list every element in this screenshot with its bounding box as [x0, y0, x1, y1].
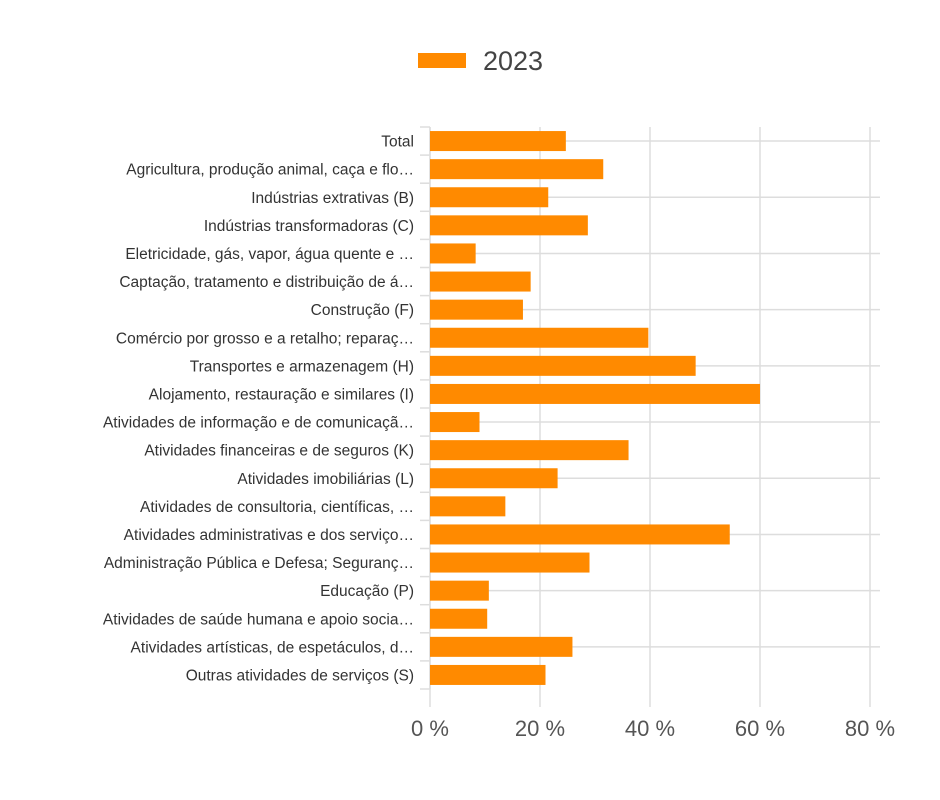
category-label: Atividades financeiras e de seguros (K) [144, 443, 414, 460]
bar[interactable] [430, 524, 730, 545]
category-label: Atividades de saúde humana e apoio socia… [103, 611, 414, 628]
category-label: Outras atividades de serviços (S) [186, 667, 414, 684]
bar[interactable] [430, 355, 696, 376]
x-tick-label: 20 % [515, 716, 565, 741]
bar[interactable] [430, 159, 604, 180]
bar[interactable] [430, 552, 590, 573]
category-labels: Total Agricultura, produção animal, caça … [103, 134, 414, 685]
bars [430, 131, 760, 685]
bar[interactable] [430, 412, 480, 433]
bar[interactable] [430, 440, 629, 461]
category-label: Indústrias extrativas (B) [251, 190, 414, 207]
category-label: Educação (P) [320, 583, 414, 600]
x-tick-label: 0 % [411, 716, 449, 741]
bar[interactable] [430, 243, 476, 264]
bar[interactable] [430, 299, 523, 320]
category-label: Total [381, 134, 414, 151]
category-label: Atividades de consultoria, científicas, … [140, 499, 414, 516]
category-label: Indústrias transformadoras (C) [204, 218, 414, 235]
category-label: Administração Pública e Defesa; Seguranç… [104, 555, 414, 572]
category-label: Eletricidade, gás, vapor, água quente e … [125, 246, 414, 263]
category-label: Atividades de informação e de comunicaçã… [103, 415, 414, 432]
bar[interactable] [430, 580, 489, 601]
x-tick-label: 60 % [735, 716, 785, 741]
bar[interactable] [430, 664, 546, 685]
legend[interactable]: 2023 [418, 46, 543, 76]
bar[interactable] [430, 131, 566, 152]
category-label: Atividades artísticas, de espetáculos, d… [131, 639, 414, 656]
category-label: Comércio por grosso e a retalho; reparaç… [116, 330, 414, 347]
bar[interactable] [430, 496, 506, 517]
legend-swatch-2023 [418, 53, 466, 68]
bar[interactable] [430, 271, 531, 292]
grid [420, 126, 880, 707]
category-label: Construção (F) [311, 302, 414, 319]
category-label: Captação, tratamento e distribuição de á… [119, 274, 414, 291]
bar[interactable] [430, 327, 649, 348]
category-label: Transportes e armazenagem (H) [190, 358, 414, 375]
category-label: Alojamento, restauração e similares (I) [149, 386, 414, 403]
x-tick-label: 80 % [845, 716, 895, 741]
category-label: Atividades administrativas e dos serviço… [124, 527, 414, 544]
legend-label-2023: 2023 [483, 46, 543, 76]
bar[interactable] [430, 608, 488, 629]
x-axis-ticks: 0 % 20 % 40 % 60 % 80 % [411, 716, 895, 741]
bar[interactable] [430, 187, 549, 208]
bar[interactable] [430, 468, 558, 489]
bar[interactable] [430, 636, 573, 657]
x-tick-label: 40 % [625, 716, 675, 741]
category-label: Agricultura, produção animal, caça e flo… [126, 162, 414, 179]
bar[interactable] [430, 215, 588, 236]
category-label: Atividades imobiliárias (L) [237, 471, 414, 488]
bar[interactable] [430, 383, 760, 404]
